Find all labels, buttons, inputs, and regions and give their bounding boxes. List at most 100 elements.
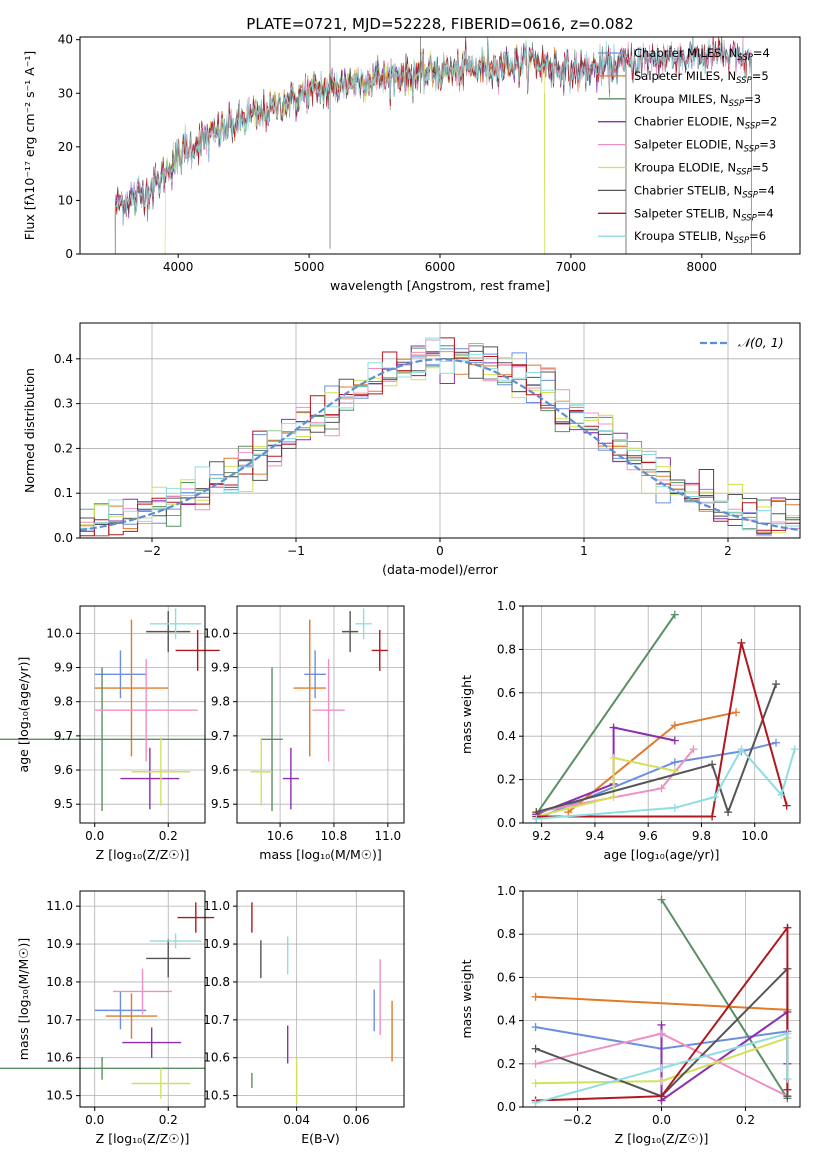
spectrum-series-line [114,37,752,254]
x-axis-label: wavelength [Angstrom, rest frame] [330,278,550,293]
weight-series-line [660,899,789,1099]
y-tick-label: 30 [58,86,73,100]
x-tick-label: 10.6 [267,829,294,843]
weight-series-line [536,642,788,818]
panels: 4000 5000 6000 7000 8000010203040wavelength … [0,33,801,1146]
legend-label-tail: =5 [752,69,769,83]
x-tick-label: −0.2 [563,1113,592,1127]
y-tick-label: 0.4 [54,352,73,366]
normal-curve [79,358,801,532]
x-axis-label: age [log₁₀(age/yr)] [604,847,720,862]
y-axis-label: age [log₁₀(age/yr)] [16,657,31,773]
legend-label-sub: SSP [736,76,752,86]
y-tick-label: 9.7 [54,729,73,743]
x-axis-label: Z [log₁₀(Z/Z☉)] [96,847,190,862]
x-tick-label: 0.0 [85,1113,104,1127]
spectrum-panel: 4000 5000 6000 7000 8000 0 10 20 30 40 wavelength … [22,33,801,293]
legend-label-tail: =3 [744,92,761,106]
x-tick-label: 9.4 [585,829,604,843]
axes-frame [236,605,405,824]
y-tick-label: 10.0 [203,626,230,640]
legend-label-tail: =4 [757,206,774,220]
x-tick-label: 9.2 [532,829,551,843]
y-axis-label: mass weight [459,959,474,1038]
y-tick-label: 0.2 [54,441,73,455]
weight-series-line [535,995,788,1011]
x-tick-label: 1 [580,544,588,558]
legend-label: Salpeter STELIB, NSSP=4 [634,206,774,223]
x-tick-label: 5000 [294,260,325,274]
y-tick-label: 10.7 [46,1013,73,1027]
y-tick-label: 0.3 [54,397,73,411]
x-tick-label: 6000 [425,260,456,274]
legend-label-sub: SSP [741,213,757,223]
x-tick-label: 7000 [556,260,587,274]
legend-label-sub: SSP [737,53,753,63]
weight-series-line [535,741,777,820]
y-tick-label: 0.0 [497,1100,516,1114]
y-tick-label: 1.0 [497,599,516,613]
y-tick-label: 9.8 [211,695,230,709]
x-tick-label: 0.06 [343,1113,370,1127]
y-tick-label: 11.0 [203,899,230,913]
x-tick-label: 0.04 [283,1113,310,1127]
y-tick-label: 9.6 [54,763,73,777]
y-tick-label: 10.6 [203,1051,230,1065]
x-axis-label: (data-model)/error [382,562,499,577]
y-tick-label: 9.6 [211,763,230,777]
axes-frame [522,605,801,824]
mass-vs-EBV-panel: 0.04 0.06 10.5 10.6 10.7 10.8 10.9 11.0 E(B-V) [203,890,405,1146]
x-tick-label: 0.2 [159,1113,178,1127]
x-tick-label: −1 [287,544,305,558]
y-tick-label: 0.6 [497,970,516,984]
y-tick-label: 10.5 [46,1089,73,1103]
y-tick-label: 0.8 [497,642,516,656]
y-tick-label: 10 [58,193,73,207]
spectrum-lines [114,37,752,254]
legend-label-main: Kroupa ELODIE, N [634,161,736,175]
y-tick-label: 10.7 [203,1013,230,1027]
legend-label: Kroupa ELODIE, NSSP=5 [634,161,769,178]
y-tick-label: 0.4 [497,1014,516,1028]
legend-label: Salpeter MILES, NSSP=5 [634,69,769,86]
y-tick-label: 0.6 [497,686,516,700]
x-axis-label: mass [log₁₀(M/M☉)] [259,847,381,862]
y-tick-label: 0 [65,247,73,261]
x-tick-label: 10.0 [741,829,768,843]
legend-label-sub: SSP [736,168,752,178]
y-tick-label: 1.0 [497,884,516,898]
weight-series-line [535,924,789,1102]
legend-label: Chabrier MILES, NSSP=4 [634,46,770,63]
y-tick-label: 10.8 [203,975,230,989]
y-tick-label: 0.2 [497,773,516,787]
y-axis-label: Flux [fλ10⁻¹⁷ erg cm⁻² s⁻¹ A⁻¹] [22,51,37,240]
legend-label-tail: =4 [753,46,770,60]
x-tick-label: 0.2 [159,829,178,843]
y-tick-label: 0.0 [497,816,516,830]
y-tick-label: 0.8 [497,927,516,941]
legend-label: Salpeter ELODIE, NSSP=3 [634,138,776,155]
y-tick-label: 0.0 [54,531,73,545]
y-tick-label: 10.5 [203,1089,230,1103]
weight-series-line [536,683,777,816]
legend-label: Chabrier STELIB, NSSP=4 [634,183,775,200]
y-axis-label: mass [log₁₀(M/M☉)] [16,938,31,1060]
legend-label-main: Salpeter MILES, N [634,69,736,83]
y-tick-label: 10.8 [46,975,73,989]
y-axis-label: Normed distribution [22,368,37,493]
axes-frame [79,890,206,1108]
residuals-panel: −2 −1 0 1 2 0.0 0.1 0.2 0.3 0.4 (data-model)/error… [22,322,801,577]
legend-label-sub: SSP [729,99,745,109]
x-tick-label: 8000 [687,260,718,274]
legend-label: Kroupa MILES, NSSP=3 [634,92,761,109]
weight-series-line [535,1032,789,1104]
y-tick-label: 9.5 [211,797,230,811]
axes-frame [236,890,405,1108]
y-tick-label: 9.5 [54,797,73,811]
y-tick-label: 9.9 [211,661,230,675]
legend-label-sub: SSP [745,122,761,132]
x-tick-label: 0.0 [85,829,104,843]
x-tick-label: 9.8 [692,829,711,843]
